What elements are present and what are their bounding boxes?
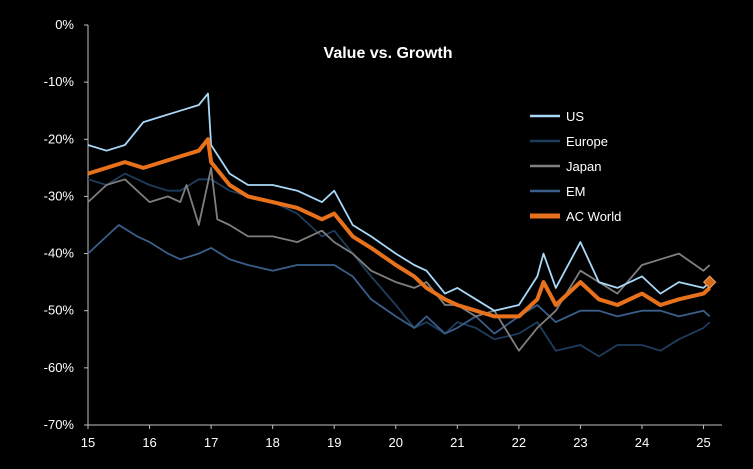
legend-label-us: US — [566, 109, 584, 124]
x-tick-label: 16 — [142, 435, 156, 450]
x-tick-label: 21 — [450, 435, 464, 450]
axes: 0% -10% -20% -30% -40% -50% -60% -70% 15 16 17 18 19… — [44, 17, 722, 450]
series-line-em — [87, 224, 711, 335]
end-marker-diamond — [702, 275, 717, 289]
y-tick-label: -40% — [44, 246, 75, 261]
x-tick-label: 22 — [512, 435, 526, 450]
x-tick-label: 17 — [204, 435, 218, 450]
y-tick-label: -60% — [44, 360, 75, 375]
x-tick-label: 24 — [635, 435, 649, 450]
y-tick-label: -20% — [44, 131, 75, 146]
series-line-ac-world — [87, 137, 712, 319]
x-tick-label: 23 — [573, 435, 587, 450]
legend-label-japan: Japan — [566, 159, 601, 174]
legend-label-europe: Europe — [566, 134, 608, 149]
x-tick-label: 25 — [696, 435, 710, 450]
x-tick-label: 20 — [389, 435, 403, 450]
y-tick-label: 0% — [55, 17, 74, 32]
x-tick-label: 18 — [265, 435, 279, 450]
chart-title: Value vs. Growth — [324, 45, 453, 62]
x-tick-label: 19 — [327, 435, 341, 450]
y-tick-label: -70% — [44, 417, 75, 432]
x-tick-label: 15 — [81, 435, 95, 450]
legend-label-em: EM — [566, 184, 586, 199]
legend: US Europe Japan EM AC World — [530, 109, 621, 224]
series-layer — [87, 92, 717, 358]
series-line-us — [87, 92, 711, 312]
y-tick-label: -10% — [44, 74, 75, 89]
series-line-japan — [87, 166, 711, 352]
legend-label-ac-world: AC World — [566, 209, 621, 224]
y-tick-label: -50% — [44, 303, 75, 318]
series-line-europe — [87, 172, 711, 358]
y-tick-label: -30% — [44, 188, 75, 203]
